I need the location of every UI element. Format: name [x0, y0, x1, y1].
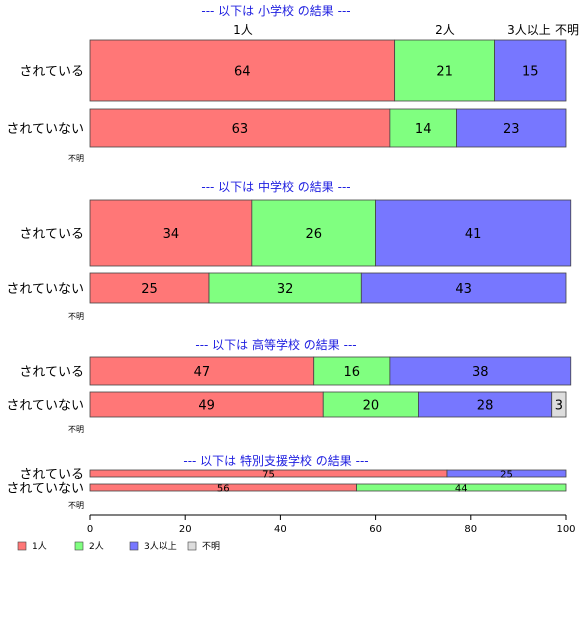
- unknown-label: 不明: [68, 425, 84, 434]
- bar-segment: [89, 391, 324, 418]
- data-label: 43: [455, 282, 472, 297]
- legend-label: 3人以上: [144, 541, 177, 552]
- data-label: 32: [277, 282, 294, 297]
- x-tick-label: 20: [179, 524, 192, 535]
- row-label: されていない: [6, 122, 84, 137]
- bar-segment: [89, 199, 253, 267]
- data-label: 20: [363, 398, 380, 413]
- data-label: 49: [198, 398, 215, 413]
- panel-title: --- 以下は 特別支援学校 の結果 ---: [183, 453, 368, 468]
- bar-segment: [494, 39, 567, 102]
- column-label: 1人: [233, 23, 253, 37]
- panel-title: --- 以下は 高等学校 の結果 ---: [195, 337, 356, 352]
- column-label: 3人以上: [507, 23, 551, 37]
- row-label: されている: [19, 227, 84, 242]
- bar-segment: [456, 108, 567, 148]
- column-label: 2人: [435, 23, 455, 37]
- legend-swatch: [74, 541, 84, 551]
- bar-segment: [551, 391, 567, 418]
- x-tick-label: 100: [556, 524, 575, 535]
- bar-segment: [89, 272, 210, 304]
- x-tick-label: 80: [464, 524, 477, 535]
- bar-segment: [89, 39, 396, 102]
- row-label: されていない: [6, 399, 84, 414]
- x-tick-label: 60: [369, 524, 382, 535]
- data-label: 16: [344, 365, 361, 380]
- data-label: 34: [163, 227, 180, 242]
- data-label: 26: [305, 227, 322, 242]
- bar-segment: [89, 356, 315, 386]
- legend-label: 2人: [89, 541, 104, 552]
- x-tick-label: 0: [87, 524, 93, 535]
- bar-segment: [89, 108, 391, 148]
- data-label: 23: [503, 122, 520, 137]
- bar-segment: [389, 356, 572, 386]
- unknown-label: 不明: [68, 154, 84, 163]
- bar-segment: [389, 108, 457, 148]
- x-tick-label: 40: [274, 524, 287, 535]
- bar-segment: [418, 391, 553, 418]
- data-label: 41: [465, 227, 482, 242]
- data-label: 47: [194, 365, 211, 380]
- data-label: 15: [522, 64, 539, 79]
- panel-title: --- 以下は 中学校 の結果 ---: [201, 179, 350, 194]
- bar-segment: [313, 356, 391, 386]
- data-label: 21: [436, 64, 453, 79]
- bar-segment: [322, 391, 419, 418]
- data-label: 75: [262, 469, 275, 480]
- data-label: 25: [500, 469, 513, 480]
- bar-segment: [360, 272, 567, 304]
- row-label: されている: [19, 468, 84, 483]
- legend-label: 不明: [202, 541, 220, 552]
- legend-swatch: [17, 541, 27, 551]
- bar-segment: [394, 39, 496, 102]
- data-label: 38: [472, 365, 489, 380]
- panel-title: --- 以下は 小学校 の結果 ---: [201, 3, 350, 18]
- row-label: されていない: [6, 482, 84, 497]
- column-label: 不明: [555, 23, 579, 37]
- bar-segment: [356, 483, 567, 492]
- row-label: されている: [19, 365, 84, 380]
- row-label: されていない: [6, 282, 84, 297]
- bar-segment: [251, 199, 376, 267]
- data-label: 64: [234, 64, 251, 79]
- data-label: 63: [232, 122, 249, 137]
- row-label: されている: [19, 65, 84, 80]
- bar-segment: [446, 469, 567, 478]
- data-label: 44: [455, 483, 468, 494]
- legend-swatch: [129, 541, 139, 551]
- data-label: 14: [415, 122, 432, 137]
- legend-swatch: [187, 541, 197, 551]
- data-label: 56: [217, 483, 230, 494]
- unknown-label: 不明: [68, 501, 84, 510]
- legend-label: 1人: [32, 541, 47, 552]
- data-label: 25: [141, 282, 158, 297]
- bar-segment: [375, 199, 572, 267]
- data-label: 3: [555, 398, 563, 413]
- unknown-label: 不明: [68, 312, 84, 321]
- data-label: 28: [477, 398, 494, 413]
